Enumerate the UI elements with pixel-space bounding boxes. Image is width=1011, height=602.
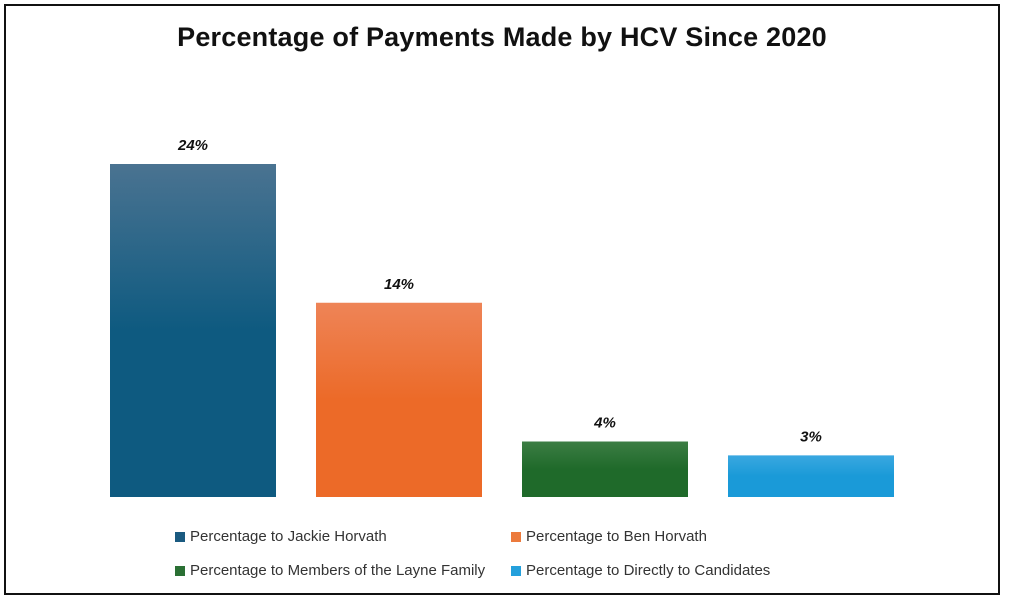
legend-label: Percentage to Members of the Layne Famil… [190,562,486,579]
bar-2 [522,441,688,497]
data-label-1: 14% [384,276,414,293]
legend-label: Percentage to Ben Horvath [526,528,707,545]
legend-label: Percentage to Directly to Candidates [526,562,771,579]
data-label-2: 4% [593,415,616,432]
chart-title: Percentage of Payments Made by HCV Since… [177,22,827,52]
legend-swatch [511,531,521,542]
legend-item-candidates: Percentage to Directly to Candidates [511,562,770,579]
legend-swatch [175,531,185,542]
chart-frame [4,4,1000,595]
data-label-3: 3% [800,428,822,445]
legend-item-layne: Percentage to Members of the Layne Famil… [175,562,485,579]
legend-label: Percentage to Jackie Horvath [190,528,387,545]
legend-swatch [511,565,521,576]
legend-item-ben: Percentage to Ben Horvath [511,528,707,545]
data-label-0: 24% [177,137,208,154]
bar-3 [728,455,894,497]
legend-item-jackie: Percentage to Jackie Horvath [175,528,387,545]
bar-0 [110,164,276,497]
legend-swatch [175,565,185,576]
bar-1 [316,302,482,497]
